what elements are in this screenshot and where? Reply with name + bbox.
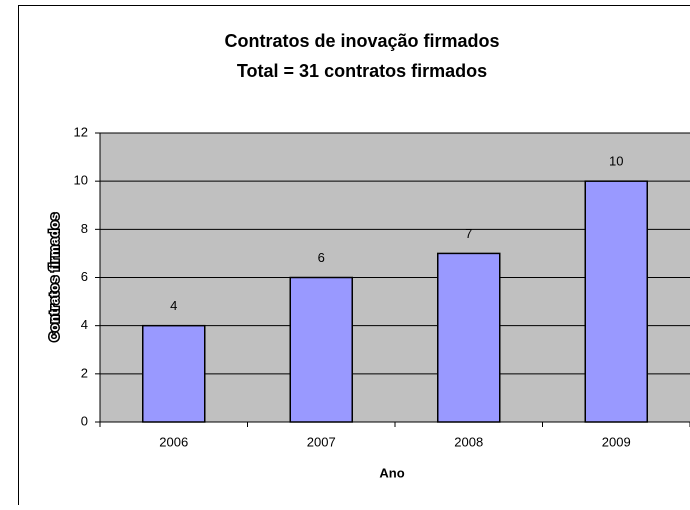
y-tick-label: 2 xyxy=(81,365,88,380)
bar xyxy=(585,181,647,422)
x-tick-label: 2009 xyxy=(602,434,631,449)
value-label: 7 xyxy=(465,226,472,241)
y-tick-label: 10 xyxy=(74,173,88,188)
bar xyxy=(290,278,352,423)
y-tick-label: 8 xyxy=(81,221,88,236)
value-label: 10 xyxy=(609,154,623,169)
y-tick-label: 6 xyxy=(81,269,88,284)
value-label: 4 xyxy=(170,298,177,313)
value-label: 6 xyxy=(318,250,325,265)
y-tick-label: 0 xyxy=(81,413,88,428)
y-axis-title: Contratos firmados xyxy=(46,213,61,342)
chart-subtitle: Total = 31 contratos firmados xyxy=(237,61,487,81)
x-tick-label: 2006 xyxy=(159,434,188,449)
chart-title: Contratos de inovação firmados xyxy=(224,31,499,51)
y-tick-label: 12 xyxy=(74,124,88,139)
x-axis-title: Ano xyxy=(379,465,404,480)
x-tick-label: 2008 xyxy=(454,434,483,449)
x-tick-label: 2007 xyxy=(307,434,336,449)
bar xyxy=(143,326,205,422)
y-tick-label: 4 xyxy=(81,317,88,332)
bar xyxy=(438,253,500,422)
